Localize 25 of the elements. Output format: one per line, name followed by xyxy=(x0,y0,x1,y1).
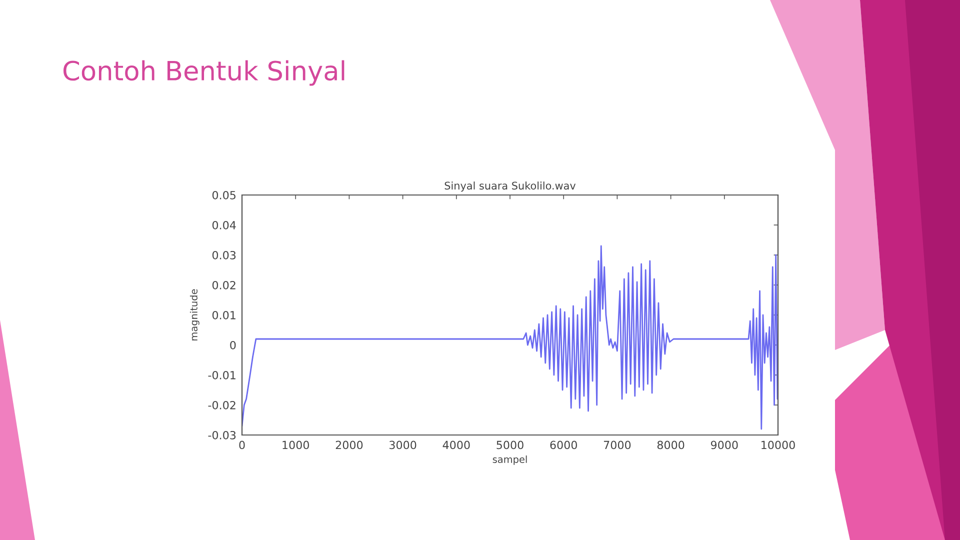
x-tick-label: 8000 xyxy=(657,440,684,450)
y-tick-label: 0 xyxy=(230,340,236,350)
x-tick-label: 7000 xyxy=(604,440,631,450)
x-tick-label: 10000 xyxy=(762,440,795,450)
chart-subtitle: Sinyal suara Sukolilo.wav xyxy=(444,182,576,192)
y-tick-label: 0.01 xyxy=(212,310,236,320)
x-tick-label: 9000 xyxy=(710,440,738,450)
y-tick-label: -0.02 xyxy=(208,400,236,410)
y-tick-label: 0.05 xyxy=(212,190,236,200)
x-tick-label: 2000 xyxy=(336,440,363,450)
x-axis-title: sampel xyxy=(492,455,527,465)
chart-title: Contoh Bentuk Sinyal xyxy=(63,60,344,86)
y-tick-label: 0.04 xyxy=(212,220,236,230)
x-tick-label: 6000 xyxy=(550,440,577,450)
y-tick-label: 0.03 xyxy=(212,250,236,260)
x-tick-label: 5000 xyxy=(496,440,524,450)
y-tick-label: -0.01 xyxy=(208,370,236,380)
x-tick-label: 0 xyxy=(239,440,245,450)
line-series xyxy=(242,245,778,430)
x-tick-label: 1000 xyxy=(282,440,309,450)
y-tick-label: 0.02 xyxy=(212,280,236,290)
y-axis-title: magnitude xyxy=(190,289,200,340)
x-tick-label: 4000 xyxy=(442,440,470,450)
x-tick-label: 3000 xyxy=(390,440,416,450)
y-tick-label: -0.03 xyxy=(208,430,236,440)
